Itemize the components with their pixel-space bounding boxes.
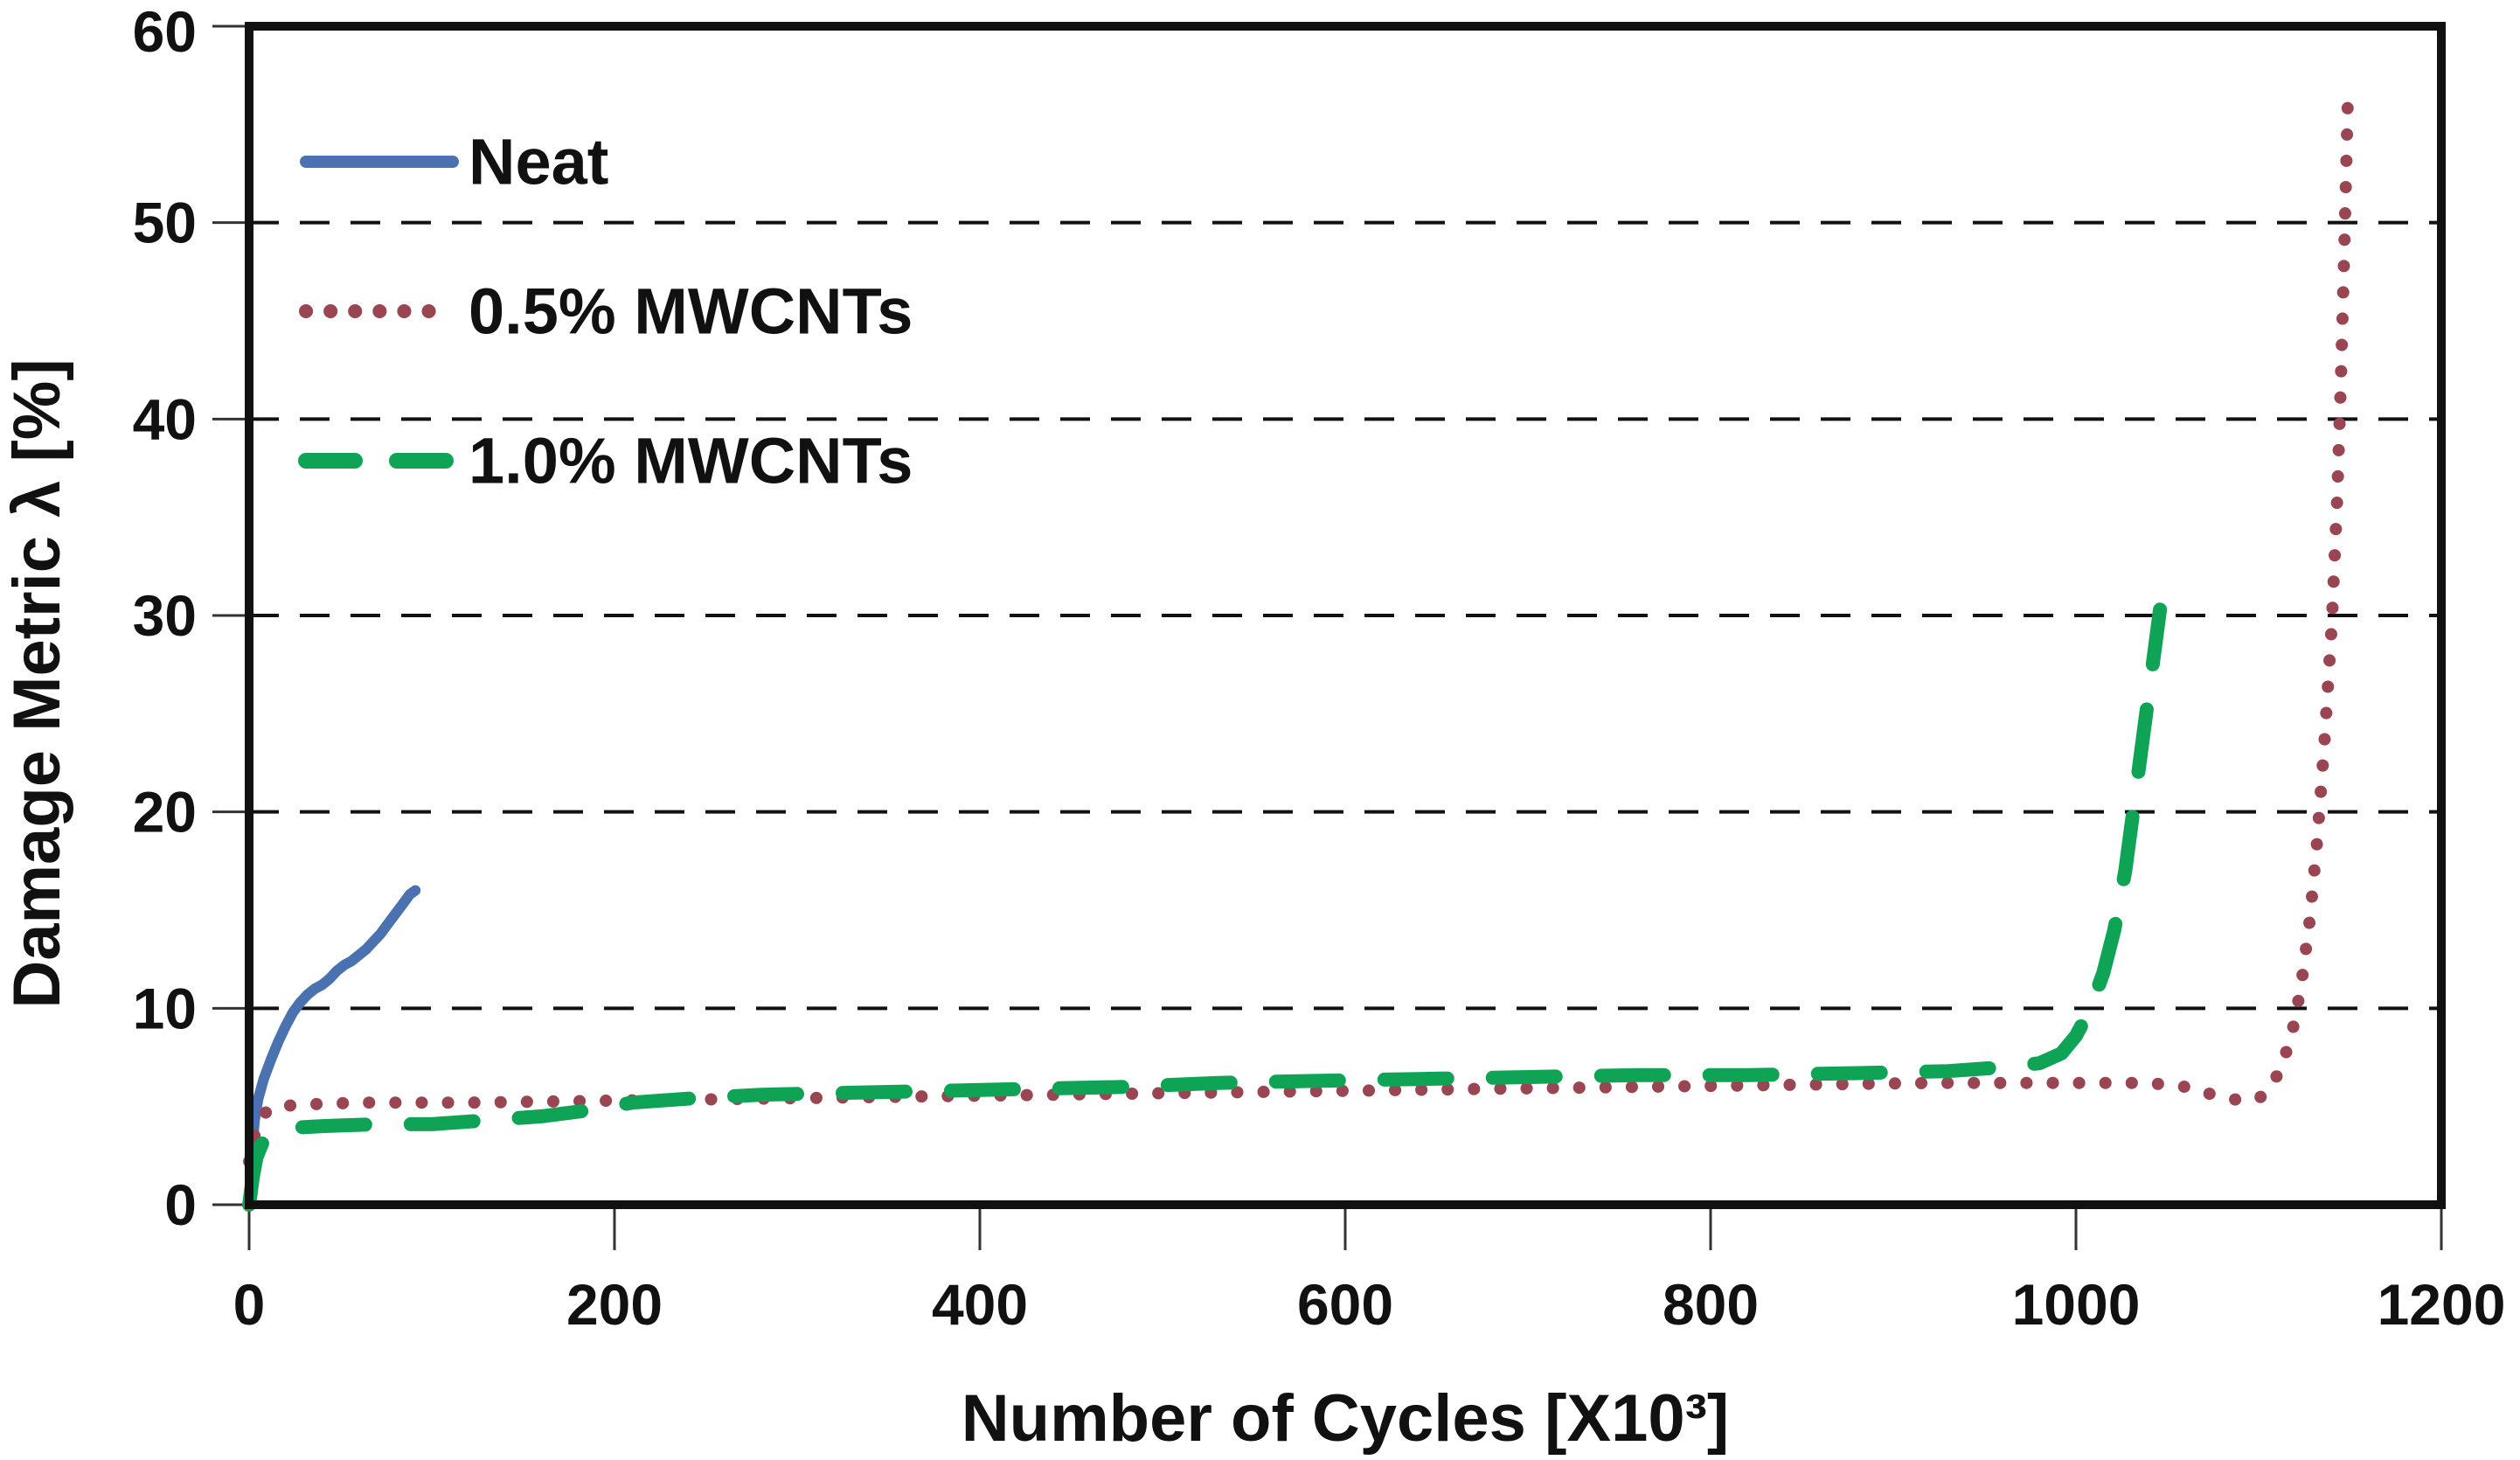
x-axis-label: Number of Cycles [X10³] bbox=[961, 1381, 1729, 1456]
legend-label: 1.0% MWCNTs bbox=[469, 425, 913, 497]
data-series bbox=[242, 79, 2355, 1212]
legend-item: Neat bbox=[300, 126, 608, 198]
x-tick-label-400: 400 bbox=[932, 1272, 1028, 1337]
y-tick-label-0: 0 bbox=[164, 1172, 197, 1237]
y-tick-label-10: 10 bbox=[133, 976, 197, 1040]
y-axis-label: Damage Metric λ [%] bbox=[0, 358, 74, 1008]
plot-border-rect bbox=[245, 22, 2446, 1209]
x-tick-label-600: 600 bbox=[1297, 1272, 1393, 1337]
legend-item: 1.0% MWCNTs bbox=[298, 425, 913, 497]
x-tick-label-1000: 1000 bbox=[2012, 1272, 2141, 1337]
legend-item: 0.5% MWCNTs bbox=[299, 275, 913, 348]
x-tick-label-200: 200 bbox=[566, 1272, 663, 1337]
y-tick-label-40: 40 bbox=[133, 386, 197, 451]
plot-border bbox=[245, 22, 2446, 1209]
series-line-solid bbox=[244, 885, 421, 1210]
legend: Neat 0.5% MWCNTs 1.0% MWCNTs bbox=[298, 126, 913, 497]
y-tick-label-60: 60 bbox=[133, 0, 197, 64]
gridlines bbox=[249, 220, 2441, 1011]
x-tick-label-1200: 1200 bbox=[2378, 1272, 2506, 1337]
legend-label: Neat bbox=[469, 126, 608, 198]
x-tick-label-0: 0 bbox=[233, 1272, 266, 1337]
y-tick-label-30: 30 bbox=[133, 583, 197, 648]
series-line-dashed bbox=[242, 602, 2168, 1212]
legend-label: 0.5% MWCNTs bbox=[469, 275, 913, 348]
x-tick-label-800: 800 bbox=[1663, 1272, 1759, 1337]
series-line-dotted bbox=[243, 79, 2355, 1168]
y-tick-label-20: 20 bbox=[133, 780, 197, 845]
y-tick-label-50: 50 bbox=[133, 191, 197, 255]
